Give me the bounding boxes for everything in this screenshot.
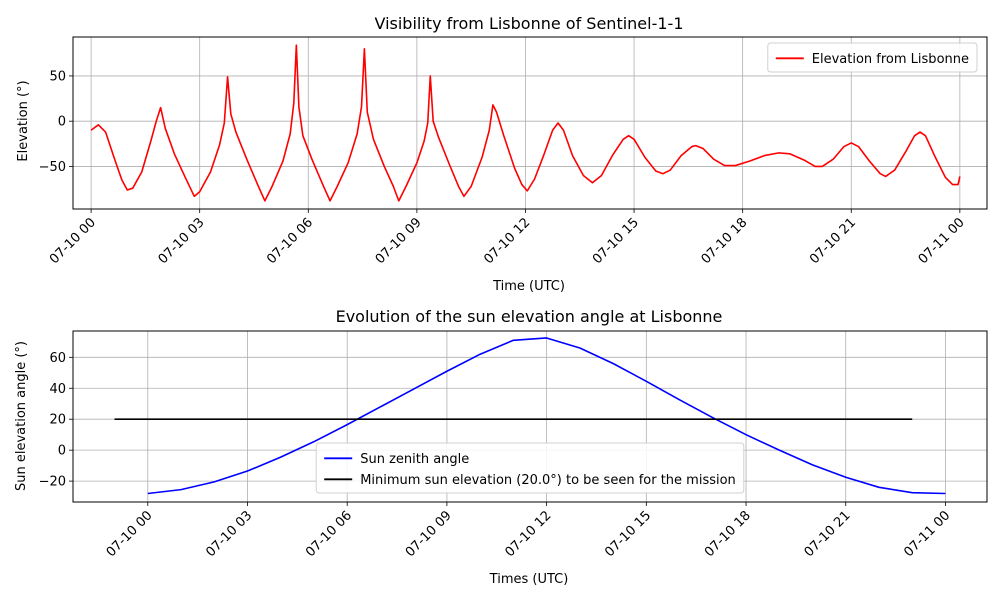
y-tick-label: −50 bbox=[39, 160, 66, 175]
legend-label: Elevation from Lisbonne bbox=[812, 52, 969, 67]
x-tick-label: 07-10 12 bbox=[503, 508, 555, 560]
grid bbox=[73, 37, 987, 209]
legend-box bbox=[315, 442, 745, 494]
x-tick-label: 07-10 21 bbox=[802, 508, 854, 560]
x-tick-label: 07-10 15 bbox=[590, 215, 642, 267]
x-tick-label: 07-10 12 bbox=[481, 215, 533, 267]
legend: Elevation from Lisbonne bbox=[767, 42, 978, 73]
x-tick-label: 07-10 09 bbox=[403, 508, 455, 560]
y-tick-label: 50 bbox=[49, 69, 66, 84]
plot-frame bbox=[72, 330, 988, 503]
plot-frame bbox=[72, 36, 988, 210]
x-tick-label: 07-10 06 bbox=[303, 508, 355, 560]
chart-title: Evolution of the sun elevation angle at … bbox=[336, 307, 723, 326]
y-axis-label: Sun elevation angle (°) bbox=[14, 341, 29, 491]
y-tick-label: −20 bbox=[39, 475, 66, 490]
y-axis-ticks: −50 0 50 bbox=[39, 69, 73, 175]
y-tick-label: 20 bbox=[49, 413, 66, 428]
legend-label: Minimum sun elevation (20.0°) to be seen… bbox=[360, 473, 736, 488]
x-tick-label: 07-10 03 bbox=[156, 215, 208, 267]
x-tick-label: 07-11 00 bbox=[901, 508, 953, 560]
series-group bbox=[114, 337, 946, 495]
x-tick-label: 07-10 00 bbox=[47, 215, 99, 267]
series-line-0 bbox=[147, 337, 946, 495]
x-tick-label: 07-10 18 bbox=[702, 508, 754, 560]
y-tick-label: 60 bbox=[49, 351, 66, 366]
y-tick-label: 0 bbox=[58, 444, 66, 459]
series-group bbox=[90, 44, 961, 202]
legend-label: Sun zenith angle bbox=[360, 452, 469, 467]
chart-satellite-elevation: Visibility from Lisbonne of Sentinel-1-1… bbox=[16, 14, 988, 294]
x-tick-label: 07-10 09 bbox=[373, 215, 425, 267]
x-tick-label: 07-10 06 bbox=[264, 215, 316, 267]
x-axis-ticks: 07-10 00 07-10 03 07-10 06 07-10 09 07-10 12… bbox=[104, 502, 953, 560]
x-tick-label: 07-10 03 bbox=[203, 508, 255, 560]
y-tick-label: 40 bbox=[49, 382, 66, 397]
x-tick-label: 07-10 00 bbox=[104, 508, 156, 560]
legend-box bbox=[767, 42, 978, 73]
x-tick-label: 07-10 18 bbox=[699, 215, 751, 267]
x-tick-label: 07-11 00 bbox=[916, 215, 968, 267]
x-tick-label: 07-10 15 bbox=[602, 508, 654, 560]
x-axis-label: Times (UTC) bbox=[489, 572, 569, 587]
y-tick-label: 0 bbox=[58, 115, 66, 130]
x-tick-label: 07-10 21 bbox=[807, 215, 859, 267]
y-axis-label: Elevation (°) bbox=[16, 80, 31, 161]
legend: Sun zenith angle Minimum sun elevation (2… bbox=[315, 442, 745, 494]
x-axis-label: Time (UTC) bbox=[492, 279, 565, 294]
series-line-0 bbox=[90, 44, 961, 202]
chart-title: Visibility from Lisbonne of Sentinel-1-1 bbox=[374, 14, 683, 33]
x-axis-ticks: 07-10 00 07-10 03 07-10 06 07-10 09 07-10 12… bbox=[47, 209, 968, 267]
y-axis-ticks: −20 0 20 40 60 bbox=[39, 351, 73, 490]
chart-sun-elevation: Evolution of the sun elevation angle at … bbox=[14, 307, 988, 587]
